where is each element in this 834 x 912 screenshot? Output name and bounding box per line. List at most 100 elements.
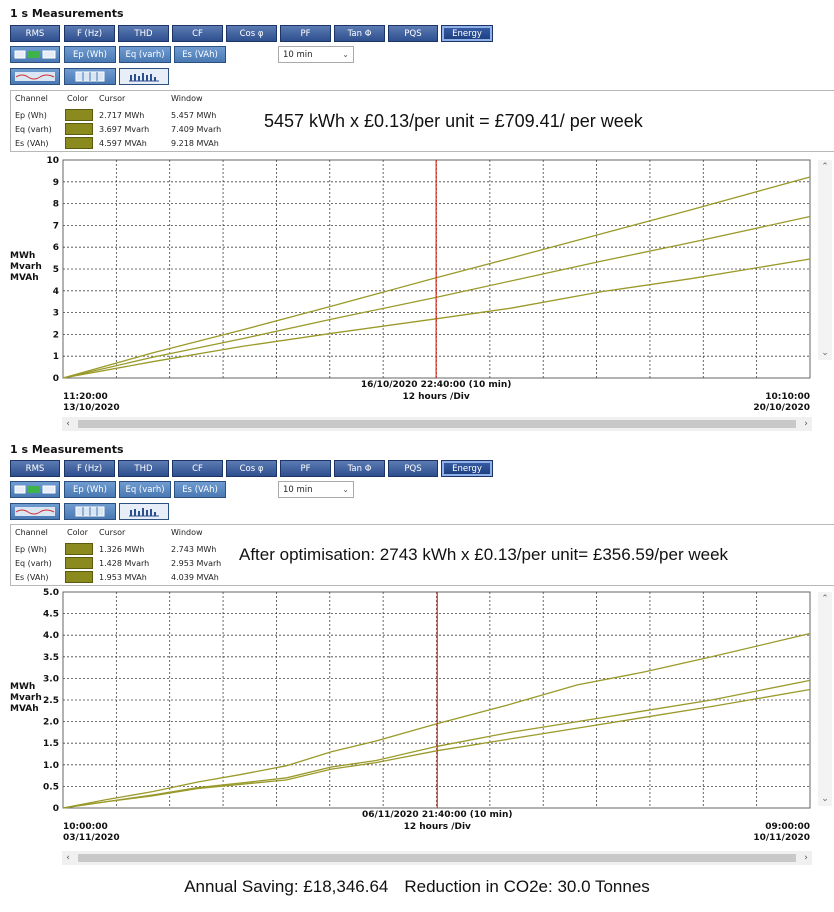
chart-svg: 0 0.5 1.0 1.5 2.0 2.5 3.0 3.5 4.0 4.5 5.0 MWhMvarhM… xyxy=(10,588,811,843)
es-button[interactable]: Es (VAh) xyxy=(174,481,226,498)
cost-annotation: After optimisation: 2743 kWh x £0.13/per… xyxy=(239,545,729,564)
legend-swatch xyxy=(65,571,93,583)
scroll-left-icon[interactable]: ‹ xyxy=(66,419,70,429)
energy-chart-1: 0 1 2 3 4 5 6 7 8 9 10 MWh Mvarh MVAh 16/10/2020 22:40… xyxy=(0,152,834,436)
y-tick-label: 4.0 xyxy=(43,631,59,641)
layout-icon-button[interactable] xyxy=(10,481,60,498)
legend-header-window: Window xyxy=(171,528,203,537)
interval-value: 10 min xyxy=(283,484,313,495)
ep-button[interactable]: Ep (Wh) xyxy=(64,46,116,63)
co2-reduction: Reduction in CO2e: 30.0 Tonnes xyxy=(404,877,650,896)
tab-rms[interactable]: RMS xyxy=(10,25,60,42)
bar-view-button[interactable] xyxy=(119,503,169,520)
waveform-icon xyxy=(15,72,55,81)
tab-cf[interactable]: CF xyxy=(172,25,223,42)
scroll-left-icon[interactable]: ‹ xyxy=(66,853,70,863)
tab-cos-phi[interactable]: Cos φ xyxy=(226,25,277,42)
cost-annotation: 5457 kWh x £0.13/per unit = £709.41/ per… xyxy=(264,111,643,131)
scroll-up-icon[interactable]: ⌃ xyxy=(821,594,829,604)
tab-tan-phi[interactable]: Tan Φ xyxy=(334,460,385,477)
legend-header-color: Color xyxy=(67,94,88,103)
scroll-right-icon[interactable]: › xyxy=(804,853,808,863)
layout-icon xyxy=(14,485,56,494)
tab-pqs[interactable]: PQS xyxy=(388,25,438,42)
legend-header-window: Window xyxy=(171,94,203,103)
scroll-down-icon[interactable]: ⌄ xyxy=(821,348,829,358)
y-tick-label: 0 xyxy=(53,804,59,814)
chevron-down-icon: ⌄ xyxy=(342,485,349,494)
tab-rms[interactable]: RMS xyxy=(10,460,60,477)
tab-pf[interactable]: PF xyxy=(280,460,331,477)
y-tick-label: 5.0 xyxy=(43,588,59,598)
tab-pf[interactable]: PF xyxy=(280,25,331,42)
table-icon xyxy=(75,71,105,82)
horizontal-scrollbar[interactable]: ‹ › xyxy=(62,851,812,865)
table-view-button[interactable] xyxy=(64,68,116,85)
legend-channel: Eq (varh) xyxy=(15,559,52,568)
tab-cf[interactable]: CF xyxy=(172,460,223,477)
footer-summary: Annual Saving: £18,346.64 Reduction in C… xyxy=(0,870,834,904)
scroll-up-icon[interactable]: ⌃ xyxy=(821,162,829,172)
tab-thd[interactable]: THD xyxy=(118,25,169,42)
panel-title: 1 s Measurements xyxy=(10,443,124,456)
y-axis-label: MVAh xyxy=(10,704,39,714)
layout-icon xyxy=(14,50,56,59)
y-axis-label: MWh xyxy=(10,682,35,692)
bar-view-button[interactable] xyxy=(119,68,169,85)
series-line-3 xyxy=(62,632,811,809)
bar-chart-icon xyxy=(129,73,159,82)
y-tick-label: 5 xyxy=(53,265,59,275)
cursor-time-label: 06/11/2020 21:40:00 (10 min) xyxy=(362,810,512,820)
y-tick-label: 9 xyxy=(53,178,59,188)
annual-saving: Annual Saving: £18,346.64 xyxy=(184,877,389,896)
legend-header-channel: Channel xyxy=(15,528,48,537)
tab-frequency[interactable]: F (Hz) xyxy=(64,25,115,42)
legend-cursor-value: 3.697 Mvarh xyxy=(99,125,150,134)
tab-cos-phi[interactable]: Cos φ xyxy=(226,460,277,477)
es-button[interactable]: Es (VAh) xyxy=(174,46,226,63)
scroll-thumb[interactable] xyxy=(78,854,796,862)
tab-tan-phi[interactable]: Tan Φ xyxy=(334,25,385,42)
tab-energy[interactable]: Energy xyxy=(441,25,493,42)
vertical-scrollbar[interactable]: ⌃ ⌄ xyxy=(818,592,832,806)
y-tick-label: 2.0 xyxy=(43,718,59,728)
tab-pqs[interactable]: PQS xyxy=(388,460,438,477)
y-axis-label: MVAh xyxy=(10,273,39,283)
interval-select[interactable]: 10 min ⌄ xyxy=(278,46,354,63)
layout-icon-button[interactable] xyxy=(10,46,60,63)
start-time-label: 11:20:00 xyxy=(63,392,108,402)
horizontal-scrollbar[interactable]: ‹ › xyxy=(62,417,812,431)
legend-header-cursor: Cursor xyxy=(99,94,126,103)
waveform-icon xyxy=(15,507,55,516)
measurement-panel-1: 1 s Measurements RMS F (Hz) THD CF Cos φ… xyxy=(0,0,834,436)
eq-button[interactable]: Eq (varh) xyxy=(119,46,171,63)
legend-cursor-value: 1.953 MVAh xyxy=(99,573,147,582)
tab-energy[interactable]: Energy xyxy=(441,460,493,477)
scroll-thumb[interactable] xyxy=(78,420,796,428)
scroll-right-icon[interactable]: › xyxy=(804,419,808,429)
measurement-panel-2: 1 s Measurements RMS F (Hz) THD CF Cos φ… xyxy=(0,436,834,870)
scroll-down-icon[interactable]: ⌄ xyxy=(821,794,829,804)
vertical-scrollbar[interactable]: ⌃ ⌄ xyxy=(818,160,832,360)
interval-value: 10 min xyxy=(283,49,313,60)
legend-swatch xyxy=(65,109,93,121)
interval-select[interactable]: 10 min ⌄ xyxy=(278,481,354,498)
y-tick-label: 0 xyxy=(53,374,59,384)
legend-swatch xyxy=(65,123,93,135)
chevron-down-icon: ⌄ xyxy=(342,50,349,59)
y-tick-label: 8 xyxy=(53,200,59,210)
table-view-button[interactable] xyxy=(64,503,116,520)
end-date-label: 10/11/2020 xyxy=(753,833,810,843)
legend-table: Channel Color Cursor Window Ep (Wh) 1.32… xyxy=(10,524,834,586)
y-tick-label: 6 xyxy=(53,243,59,253)
tab-thd[interactable]: THD xyxy=(118,460,169,477)
ep-button[interactable]: Ep (Wh) xyxy=(64,481,116,498)
end-date-label: 20/10/2020 xyxy=(753,403,810,413)
waveform-view-button[interactable] xyxy=(10,503,60,520)
legend-window-value: 7.409 Mvarh xyxy=(171,125,222,134)
legend-channel: Ep (Wh) xyxy=(15,111,47,120)
tab-frequency[interactable]: F (Hz) xyxy=(64,460,115,477)
waveform-view-button[interactable] xyxy=(10,68,60,85)
eq-button[interactable]: Eq (varh) xyxy=(119,481,171,498)
